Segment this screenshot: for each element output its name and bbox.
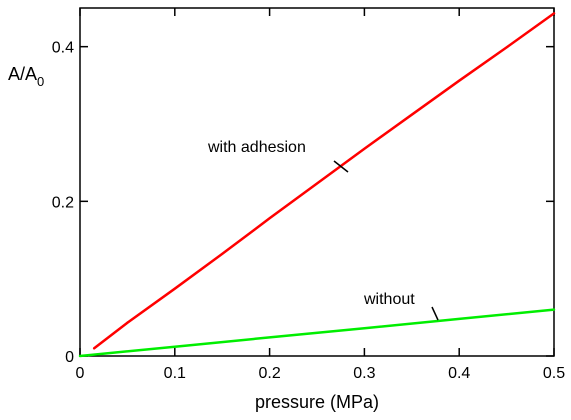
x-tick-label: 0.3 xyxy=(353,365,375,382)
plot-frame xyxy=(79,7,555,357)
y-axis-label: A/A0 xyxy=(8,64,44,89)
annotation-leader-with-adhesion xyxy=(333,160,349,173)
series-lines xyxy=(78,12,556,358)
y-tick-label: 0.2 xyxy=(52,194,74,211)
x-tick-label: 0.4 xyxy=(448,365,470,382)
series-line-with-adhesion xyxy=(92,12,556,350)
x-axis-label: pressure (MPa) xyxy=(255,392,379,412)
x-tick-label: 0.5 xyxy=(543,365,565,382)
annotation-with-adhesion: with adhesion xyxy=(207,139,306,156)
annotation-leader-without xyxy=(431,306,439,321)
ticks: 0 0.1 0.2 0.3 0.4 0.5 0 0.2 0.4 xyxy=(52,8,565,382)
x-tick-label: 0.2 xyxy=(258,365,280,382)
y-axis-label-main: A/A xyxy=(8,64,37,84)
y-axis-label-subscript: 0 xyxy=(37,74,44,89)
x-tick-label: 0 xyxy=(76,365,85,382)
series-line-without xyxy=(78,308,556,358)
y-tick-label: 0 xyxy=(65,349,74,366)
annotation-without: without xyxy=(363,291,415,308)
x-tick-label: 0.1 xyxy=(164,365,186,382)
y-tick-label: 0.4 xyxy=(52,40,74,57)
